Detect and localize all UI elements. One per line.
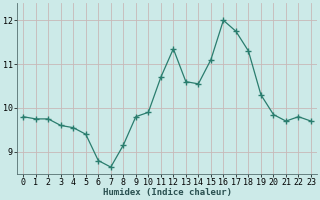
X-axis label: Humidex (Indice chaleur): Humidex (Indice chaleur) — [103, 188, 232, 197]
